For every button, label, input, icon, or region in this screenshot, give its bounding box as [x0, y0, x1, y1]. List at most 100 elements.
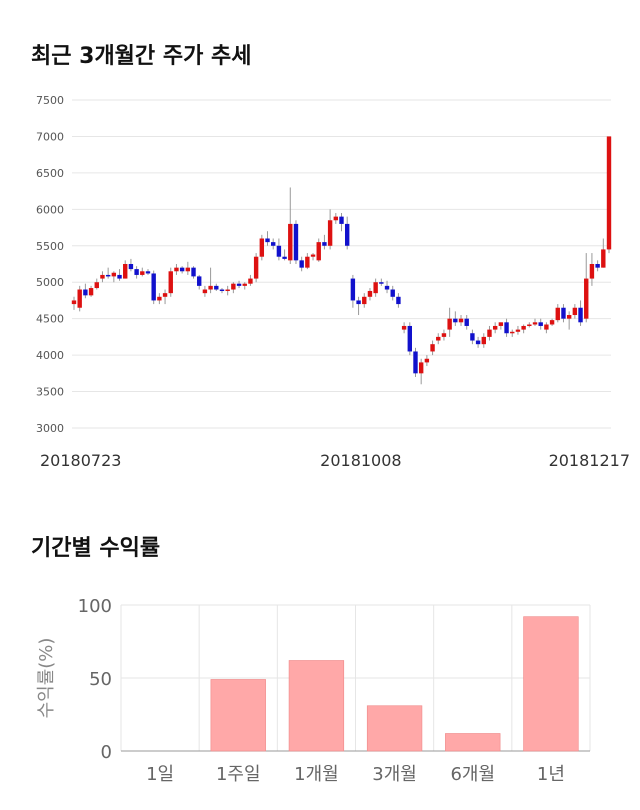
candle [94, 282, 99, 289]
candle [157, 296, 162, 301]
candle [578, 307, 583, 323]
candle [253, 256, 259, 279]
candle [481, 336, 486, 345]
candle [413, 351, 418, 374]
candle [208, 285, 213, 290]
candle [282, 256, 287, 259]
candle [293, 223, 299, 261]
candle [316, 242, 321, 261]
candle [555, 307, 560, 321]
x-tick-label: 3개월 [372, 764, 417, 785]
candle [492, 325, 498, 330]
candle [344, 223, 350, 246]
price-trend-title: 최근 3개월간 주가 추세 [31, 44, 252, 69]
candle [504, 322, 509, 334]
candle [214, 285, 219, 290]
candle [379, 282, 384, 284]
candle [595, 264, 600, 268]
candle [88, 288, 94, 296]
candle [538, 322, 543, 326]
candle [242, 283, 247, 286]
candle [265, 238, 270, 243]
candle [584, 278, 589, 319]
candle [123, 264, 128, 279]
candle [549, 320, 555, 325]
candle [441, 333, 447, 337]
candle [333, 216, 339, 221]
candle [111, 272, 117, 277]
candle [566, 315, 572, 319]
candle [140, 271, 145, 275]
candle [436, 336, 441, 341]
candle [185, 267, 191, 272]
candle [373, 282, 378, 294]
candle [470, 333, 475, 341]
candle [219, 289, 225, 292]
y-tick-label: 3500 [36, 386, 64, 399]
candle [464, 318, 469, 326]
candle [430, 344, 435, 352]
candle [236, 283, 242, 286]
candle [168, 271, 173, 294]
y-tick-label: 4000 [36, 349, 64, 362]
candle [396, 296, 401, 305]
candle [453, 318, 458, 323]
candle [601, 249, 606, 268]
candle [299, 260, 304, 268]
x-tick-label: 1주일 [216, 764, 261, 785]
candle [487, 329, 492, 337]
candle [401, 325, 407, 330]
y-tick-label: 50 [89, 669, 112, 690]
candle [191, 267, 196, 277]
candle [179, 267, 185, 272]
candle [350, 278, 356, 301]
candle [117, 274, 122, 279]
y-tick-label: 7500 [36, 94, 64, 107]
bar [210, 679, 266, 752]
candle [77, 289, 82, 308]
candle [521, 325, 526, 330]
candle [384, 285, 390, 290]
y-tick-label: 4500 [36, 313, 64, 326]
candle [83, 289, 88, 296]
x-tick-label: 6개월 [450, 764, 495, 785]
candle [527, 324, 532, 326]
candle [390, 289, 395, 297]
candle [367, 290, 373, 297]
y-tick-label: 5000 [36, 276, 64, 289]
x-date-label: 20181008 [320, 451, 401, 470]
candle [310, 254, 316, 257]
candle [515, 329, 521, 332]
x-date-label: 20180723 [40, 451, 121, 470]
candle [510, 331, 515, 334]
candle [305, 256, 310, 268]
candle [231, 283, 236, 290]
returns-title: 기간별 수익률 [31, 536, 161, 561]
candle [322, 242, 327, 246]
bar [366, 705, 423, 752]
candle [532, 322, 538, 325]
candle [544, 324, 549, 330]
candle [134, 269, 139, 275]
candle [589, 264, 595, 279]
x-date-label: 20181217 [549, 451, 630, 470]
candle [276, 245, 282, 257]
candle [259, 238, 265, 257]
candle [174, 267, 179, 272]
candle [458, 318, 464, 323]
candle [407, 325, 412, 352]
x-tick-label: 1개월 [294, 764, 339, 785]
y-tick-label: 7000 [36, 130, 64, 143]
y-tick-label: 6500 [36, 167, 64, 180]
candle [327, 220, 333, 246]
y-tick-label: 0 [101, 742, 112, 763]
y-tick-label: 5500 [36, 240, 64, 253]
candle [225, 289, 230, 292]
candle [447, 318, 452, 330]
candle [202, 289, 208, 294]
candle [151, 273, 156, 301]
y-tick-label: 3000 [36, 422, 64, 435]
bar [288, 660, 345, 752]
bar [445, 733, 501, 752]
candle [271, 242, 276, 246]
